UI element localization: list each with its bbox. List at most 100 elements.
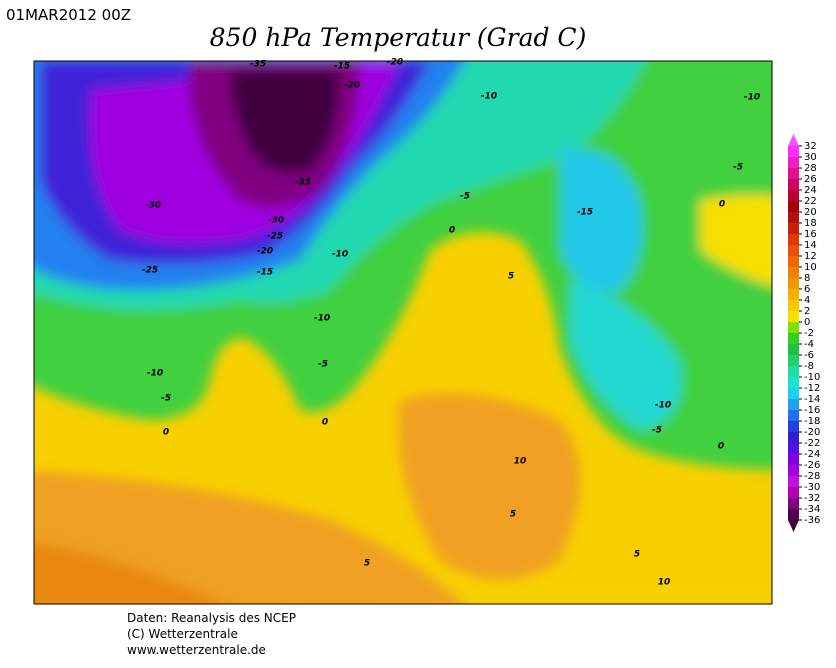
contour-label: 5: [508, 272, 514, 282]
contour-label: 0: [449, 226, 455, 236]
colorbar-band: [788, 399, 799, 411]
colorbar-label: 12: [804, 251, 817, 262]
colorbar-label: 30: [804, 152, 817, 163]
colorbar-label: -28: [804, 471, 820, 482]
colorbar-label: -20: [804, 427, 820, 438]
colorbar-label: 2: [804, 306, 810, 317]
colorbar-label: -24: [804, 449, 820, 460]
contour-label: -25: [142, 266, 158, 276]
contour-label: -30: [268, 216, 284, 226]
contour-label: 5: [510, 510, 516, 520]
contour-label: -15: [577, 208, 593, 218]
contour-label: -35: [250, 60, 266, 70]
colorbar-label: 18: [804, 218, 817, 229]
colorbar-band: [788, 289, 799, 301]
colorbar-label: 26: [804, 174, 817, 185]
colorbar-label: -36: [804, 515, 820, 526]
contour-label: -10: [147, 369, 163, 379]
colorbar-band: [788, 245, 799, 257]
contour-label: 10: [514, 457, 527, 467]
map-title: 850 hPa Temperatur (Grad C): [210, 23, 587, 52]
contour-label: 0: [718, 442, 724, 452]
contour-label: -20: [257, 247, 273, 257]
colorbar-label: 8: [804, 273, 810, 284]
colorbar-label: 4: [804, 295, 810, 306]
colorbar-label: -12: [804, 383, 820, 394]
colorbar-band: [788, 311, 799, 323]
colorbar-label: -32: [804, 493, 820, 504]
colorbar-band: [788, 333, 799, 345]
colorbar-band: [788, 454, 799, 466]
contour-label: -5: [161, 394, 171, 404]
colorbar-band: [788, 476, 799, 488]
contour-label: -15: [257, 268, 273, 278]
colorbar-label: 28: [804, 163, 817, 174]
colorbar: 32302826242220181614121086420-2-4-6-8-10…: [788, 134, 820, 532]
contour-label: 0: [322, 418, 328, 428]
colorbar-label: -18: [804, 416, 820, 427]
colorbar-band: [788, 201, 799, 213]
contour-label: 5: [634, 550, 640, 560]
colorbar-band: [788, 344, 799, 356]
colorbar-label: 6: [804, 284, 810, 295]
colorbar-label: -2: [804, 328, 814, 339]
colorbar-band: [788, 465, 799, 477]
date-label: 01MAR2012 00Z: [6, 6, 131, 24]
colorbar-band: [788, 267, 799, 279]
colorbar-label: -6: [804, 350, 814, 361]
colorbar-label: -16: [804, 405, 820, 416]
contour-label: -25: [267, 232, 283, 242]
colorbar-band: [788, 421, 799, 433]
colorbar-band: [788, 179, 799, 191]
contour-label: -5: [318, 360, 328, 370]
colorbar-band: [788, 443, 799, 455]
contour-label: -10: [744, 93, 760, 103]
colorbar-band: [788, 146, 799, 158]
colorbar-band: [788, 366, 799, 378]
colorbar-arrow-bottom: [788, 520, 799, 532]
footer-line: (C) Wetterzentrale: [127, 627, 238, 641]
colorbar-band: [788, 322, 799, 334]
colorbar-band: [788, 223, 799, 235]
colorbar-label: 24: [804, 185, 817, 196]
colorbar-arrow-top: [788, 134, 799, 146]
colorbar-band: [788, 256, 799, 268]
contour-labels: -35 -15 -20 -20 -10 -10 -35 -30 -30 -25 -20 -15 -25 -…: [142, 58, 760, 588]
contour-label: 5: [364, 559, 370, 569]
contour-label: -10: [314, 314, 330, 324]
colorbar-label: 10: [804, 262, 817, 273]
contour-label: -30: [145, 201, 161, 211]
colorbar-label: -34: [804, 504, 820, 515]
contour-label: -5: [733, 163, 743, 173]
contour-label: -5: [652, 426, 662, 436]
colorbar-band: [788, 410, 799, 422]
contour-label: 10: [658, 578, 671, 588]
contour-label: -20: [344, 81, 360, 91]
colorbar-label: -30: [804, 482, 820, 493]
colorbar-band: [788, 498, 799, 510]
colorbar-label: 16: [804, 229, 817, 240]
colorbar-band: [788, 300, 799, 312]
colorbar-label: 32: [804, 141, 817, 152]
colorbar-band: [788, 355, 799, 367]
colorbar-band: [788, 487, 799, 499]
colorbar-label: 20: [804, 207, 817, 218]
colorbar-label: 22: [804, 196, 817, 207]
colorbar-band: [788, 168, 799, 180]
contour-label: -10: [481, 92, 497, 102]
footer-line: Daten: Reanalysis des NCEP: [127, 611, 296, 625]
map-frame: [33, 60, 773, 605]
contour-label: 0: [163, 428, 169, 438]
colorbar-label: 14: [804, 240, 817, 251]
colorbar-label: -26: [804, 460, 820, 471]
footer-line: www.wetterzentrale.de: [127, 643, 266, 657]
contour-label: -10: [655, 401, 671, 411]
colorbar-label: -10: [804, 372, 820, 383]
contour-label: -20: [387, 58, 403, 68]
colorbar-label: -4: [804, 339, 814, 350]
colorbar-label: -8: [804, 361, 814, 372]
colorbar-band: [788, 377, 799, 389]
colorbar-band: [788, 432, 799, 444]
